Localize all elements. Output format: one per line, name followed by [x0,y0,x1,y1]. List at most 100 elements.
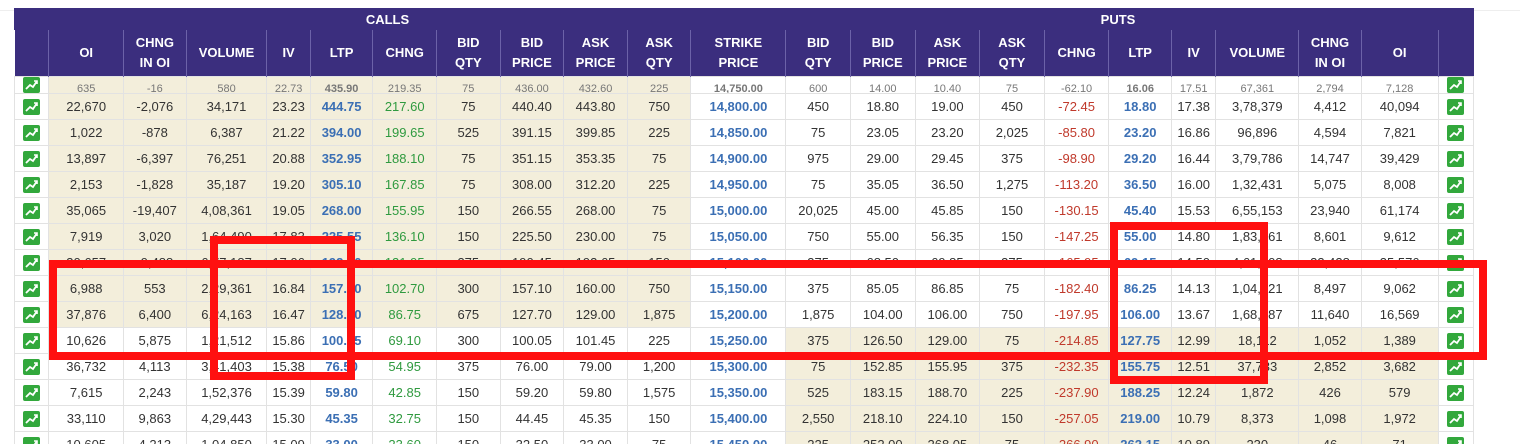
chart-trend-icon[interactable] [23,228,41,245]
chart-trend-icon[interactable] [23,384,41,401]
put-ask-qty-cell: 75 [979,431,1045,444]
chart-trend-icon[interactable] [1447,77,1465,93]
call-volume-cell: 35,187 [185,171,268,198]
calls-chart-cell[interactable] [14,301,50,328]
call-ask-price-cell: 45.35 [563,405,628,432]
call-ltp-cell: 157.10 [309,275,374,302]
call-ltp-cell: 45.35 [309,405,374,432]
chart-trend-icon[interactable] [23,306,41,323]
call-ltp-cell: 352.95 [309,145,374,172]
calls-chart-cell[interactable] [14,353,50,380]
puts-chart-cell[interactable] [1437,353,1474,380]
put-ask-qty-cell: 1,275 [979,171,1045,198]
call-ltp-cell: 268.00 [309,197,374,224]
puts-chart-cell[interactable] [1437,275,1474,302]
chart-trend-icon[interactable] [23,150,41,167]
calls-chart-cell[interactable] [14,197,50,224]
put-oi-cell: 579 [1360,379,1439,406]
calls-chart-cell[interactable] [14,145,50,172]
put-chng-in-oi-cell: 8,497 [1298,275,1362,302]
chart-trend-icon[interactable] [1447,306,1465,323]
puts-chart-cell[interactable] [1437,171,1474,198]
put-ask-qty-cell: 2,025 [979,119,1045,146]
calls-chart-cell[interactable] [14,379,50,406]
call-volume-cell: 76,251 [185,145,268,172]
chart-trend-icon[interactable] [1447,150,1465,167]
call-oi-cell: 10,605 [48,431,125,444]
puts-chart-cell[interactable] [1437,119,1474,146]
chart-trend-icon[interactable] [1447,228,1465,245]
chart-trend-icon[interactable] [1447,98,1465,115]
chart-trend-icon[interactable] [23,98,41,115]
chart-trend-icon[interactable] [1447,202,1465,219]
calls-chart-cell[interactable] [14,93,50,120]
put-ltp-cell: 18.80 [1108,93,1172,120]
call-ask-price-cell: 432.60 [563,76,628,94]
calls-chart-cell[interactable] [14,327,50,354]
puts-chart-cell[interactable] [1437,76,1474,94]
calls-chart-cell[interactable] [14,275,50,302]
call-chng-cell: 121.95 [372,249,437,276]
call-bid-price-cell: 190.45 [499,249,565,276]
calls-header-4: LTP [309,30,373,77]
chart-trend-icon[interactable] [1447,124,1465,141]
puts-chart-cell[interactable] [1437,93,1474,120]
partial-table-row: 635 -16 580 22.73 435.90 219.35 75 436.00 432.60… [14,76,1474,94]
call-volume-cell: 1,21,512 [185,327,268,354]
calls-chart-cell[interactable] [14,119,50,146]
call-oi-cell: 30,657 [48,249,125,276]
chart-trend-icon[interactable] [23,332,41,349]
chart-trend-icon[interactable] [23,436,41,444]
put-volume-cell: 3,78,379 [1215,93,1300,120]
calls-chart-cell[interactable] [14,223,50,250]
call-oi-cell: 33,110 [48,405,125,432]
puts-chart-cell[interactable] [1437,223,1474,250]
puts-header-8: CHNG IN OI [1298,30,1362,77]
chart-trend-icon[interactable] [1447,332,1465,349]
put-ask-qty-cell: 450 [979,93,1045,120]
puts-chart-cell[interactable] [1437,327,1474,354]
calls-chart-cell[interactable] [14,405,50,432]
call-chng-in-oi-cell: 3,020 [123,223,187,250]
calls-header-3: IV [266,30,311,77]
call-volume-cell: 4,29,443 [185,405,268,432]
call-volume-cell: 4,08,361 [185,197,268,224]
chart-trend-icon[interactable] [23,358,41,375]
puts-chart-cell[interactable] [1437,145,1474,172]
call-iv-cell: 20.88 [266,145,311,172]
chart-trend-icon[interactable] [1447,176,1465,193]
put-chng-cell: -113.20 [1043,171,1110,198]
chart-trend-icon[interactable] [23,254,41,271]
chart-trend-icon[interactable] [1447,358,1465,375]
chart-trend-icon[interactable] [1447,410,1465,427]
chart-trend-icon[interactable] [1447,254,1465,271]
puts-chart-cell[interactable] [1437,249,1474,276]
puts-chart-cell[interactable] [1437,197,1474,224]
chart-trend-icon[interactable] [23,410,41,427]
puts-chart-cell[interactable] [1437,405,1474,432]
puts-chart-cell[interactable] [1437,431,1474,444]
call-bid-qty-cell: 150 [436,223,501,250]
chart-trend-icon[interactable] [23,77,41,93]
call-bid-qty-cell: 150 [436,405,501,432]
calls-chart-cell[interactable] [14,249,50,276]
put-chng-in-oi-cell: 23,428 [1298,249,1362,276]
strike-price-cell: 14,750.00 [690,76,787,94]
chart-trend-icon[interactable] [1447,280,1465,297]
chart-trend-icon[interactable] [23,124,41,141]
put-oi-cell: 16,569 [1360,301,1439,328]
chart-trend-icon[interactable] [1447,384,1465,401]
chart-trend-icon[interactable] [23,280,41,297]
put-bid-qty-cell: 450 [785,93,851,120]
puts-chart-cell[interactable] [1437,379,1474,406]
strike-price-cell: 15,250.00 [690,327,787,354]
chart-trend-icon[interactable] [23,176,41,193]
call-ask-price-cell: 399.85 [563,119,628,146]
chart-trend-icon[interactable] [1447,436,1465,444]
calls-chart-cell[interactable] [14,76,50,94]
puts-chart-cell[interactable] [1437,301,1474,328]
put-iv-cell: 12.99 [1170,327,1217,354]
chart-trend-icon[interactable] [23,202,41,219]
calls-chart-cell[interactable] [14,431,50,444]
calls-chart-cell[interactable] [14,171,50,198]
